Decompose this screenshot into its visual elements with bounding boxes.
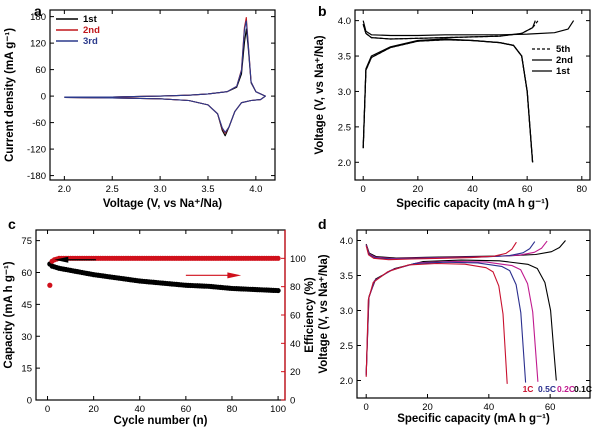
x-tick-label: 4.0 [249,184,262,195]
x-axis-label: Specific capacity (mA h g⁻¹) [396,198,549,210]
y-tick-label: 75 [21,236,32,247]
series-discharge-2nd [362,39,534,163]
x-tick-label: 80 [577,184,588,195]
series-line-3rd [64,20,266,133]
x-tick-label: 20 [413,184,424,195]
x-tick-label: 40 [467,184,478,195]
y-tick-label: 45 [21,300,32,311]
legend-label-2nd: 2nd [556,55,573,66]
y-tick-label: 3.5 [338,52,351,63]
panel-a: 2.0 2.5 3.0 3.5 4.0 -180 -120 -60 0 60 120 180 1st2n… [4,3,276,210]
series-discharge-1st [362,38,534,163]
y-tick-label: 0 [27,396,32,407]
capacity-arrow-head [54,256,69,263]
y-axis-label: Capacity (mA h g⁻¹) [3,261,15,368]
legend-label-3rd: 3rd [83,36,98,47]
y2-tick-label: 40 [290,339,301,350]
series-charge-1st [362,20,575,37]
x-tick-label: 20 [422,402,433,413]
rate-label-0_1C: 0.1C [574,384,592,394]
rate-label-0_5C: 0.5C [538,384,556,394]
y-tick-label: 4.0 [338,16,351,27]
x-tick-label: 80 [227,404,238,415]
legend-label-1st: 1st [83,14,98,25]
x-tick-label: 0 [361,184,366,195]
series-discharge-5th [362,39,534,163]
y-axis-label: Voltage (V, vs Na⁺/Na) [318,254,330,373]
x-tick-label: 2.0 [58,184,71,195]
x-tick-label: 3.0 [153,184,166,195]
x-tick-label: 0 [45,404,50,415]
panel-letter-b: b [318,3,327,19]
y-axis-label: Voltage (V, vs Na⁺/Na) [314,35,326,154]
x-axis-label: Specific capacity (mA h g⁻¹) [397,413,550,425]
x-tick-label: 3.5 [201,184,214,195]
series-charge-2nd [362,20,536,40]
plot-frame [35,229,286,401]
y-tick-label: 3.5 [340,271,353,282]
plot-frame [49,9,276,181]
y2-tick-label: 80 [290,282,301,293]
y-tick-label: 60 [21,268,32,279]
y-tick-label: 3.0 [338,87,351,98]
series-discharge-0.5C [365,261,527,383]
y-tick-label: 60 [35,65,46,76]
panel-letter-a: a [34,3,42,19]
efficiency-arrow-head [227,272,242,279]
series-discharge-0.2C [365,260,539,382]
y-tick-label: 2.5 [338,122,351,133]
x-tick-label: 0 [364,402,369,413]
x-tick-label: 20 [88,404,99,415]
capacity-point [275,287,281,294]
efficiency-point [47,282,53,288]
series-charge-5th [362,20,539,40]
y2-tick-label: 60 [290,311,301,322]
y-tick-label: 4.0 [340,236,353,247]
y2-axis-label: Efficiency (%) [304,277,316,353]
rate-label-1C: 1C [523,384,534,394]
series-charge-1C [365,241,517,261]
plot-frame [356,229,591,399]
legend-label-1st: 1st [556,66,571,77]
y-tick-label: 30 [21,332,32,343]
x-tick-label: 60 [545,402,556,413]
x-tick-label: 40 [134,404,145,415]
series-charge-0.2C [365,240,548,260]
panel-c: 0 20 40 60 80 100 0 15 30 45 60 75 0 20 40 60 80 100 c Cycl… [3,216,316,427]
x-tick-label: 60 [522,184,533,195]
y-tick-label: -180 [27,171,46,182]
x-axis-label: Voltage (V, vs Na⁺/Na) [103,198,222,210]
x-tick-label: 2.5 [106,184,119,195]
y-tick-label: 3.0 [340,306,353,317]
y2-tick-label: 100 [290,254,306,265]
y-tick-label: 2.5 [340,341,353,352]
efficiency-point [275,255,281,261]
series-discharge-0.1C [365,259,557,381]
y-tick-label: 15 [21,364,32,375]
y-tick-label: 2.0 [340,376,353,387]
y2-tick-label: 20 [290,367,301,378]
panel-letter-c: c [8,216,16,232]
y-tick-label: -60 [32,118,46,129]
panel-letter-d: d [318,216,327,232]
x-tick-label: 100 [270,404,286,415]
y-tick-label: 120 [30,39,46,50]
x-tick-label: 40 [484,402,495,413]
y2-tick-label: 0 [290,396,295,407]
panel-d: 0 20 40 60 2.0 2.5 3.0 3.5 4.0 1C 0.5C 0.2C 0.1C d Spe… [318,216,592,425]
y-tick-label: 2.0 [338,158,351,169]
y-tick-label: 180 [30,12,46,23]
x-tick-label: 60 [181,404,192,415]
y-axis-label: Current density (mA g⁻¹) [4,28,16,162]
series-charge-0.1C [365,240,566,259]
legend-label-5th: 5th [556,44,570,55]
y-tick-label: -120 [27,145,46,156]
y-tick-label: 0 [41,92,46,103]
x-axis-label: Cycle number (n) [114,415,208,427]
rate-label-0_2C: 0.2C [557,384,575,394]
series-discharge-1C [365,262,508,384]
legend-label-2nd: 2nd [83,25,100,36]
